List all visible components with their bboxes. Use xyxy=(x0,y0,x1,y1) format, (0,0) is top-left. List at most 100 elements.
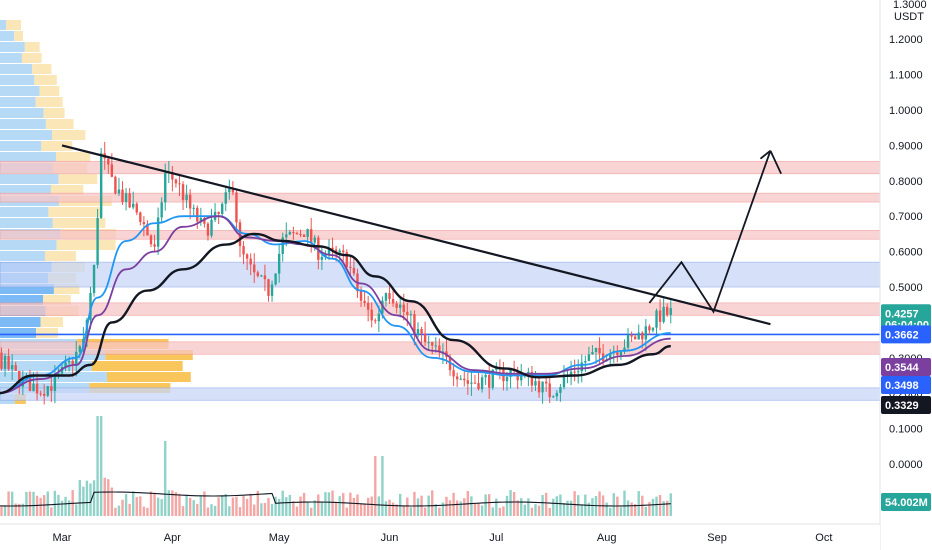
candle-body xyxy=(156,217,160,247)
volume-bar xyxy=(121,499,124,516)
volume-bar xyxy=(406,497,409,516)
volume-bar xyxy=(89,483,92,516)
volume-bar xyxy=(3,505,7,516)
candle-body xyxy=(399,304,402,308)
volume-bar xyxy=(455,500,459,516)
profile-bar-down xyxy=(24,42,40,52)
projection-path xyxy=(648,150,772,314)
profile-bar-up xyxy=(0,240,57,250)
candle-body xyxy=(18,370,21,387)
y-tick-label: 0.7000 xyxy=(889,211,923,223)
volume-bar xyxy=(14,503,17,516)
candle-body xyxy=(352,267,356,274)
volume-bar xyxy=(156,497,160,516)
volume-bar xyxy=(242,496,245,516)
candle-body xyxy=(349,266,352,268)
volume-bar xyxy=(431,490,434,516)
volume-bar xyxy=(633,504,637,516)
volume-bar xyxy=(374,456,377,516)
volume-bar xyxy=(288,494,292,516)
candle-body xyxy=(363,300,366,303)
candle-body xyxy=(306,229,309,237)
candle-body xyxy=(520,376,523,381)
candle-body xyxy=(228,188,231,193)
price-tags: 0.425706:04:000.36620.35440.34980.332954… xyxy=(881,304,931,511)
volume-bar xyxy=(299,496,302,516)
profile-bar-up xyxy=(0,218,53,228)
volume-bar xyxy=(395,504,398,516)
profile-bar-down xyxy=(14,31,23,41)
profile-bar-up xyxy=(0,31,15,41)
volume-bar xyxy=(57,494,60,516)
volume-bar xyxy=(523,504,526,516)
volume-bar xyxy=(203,491,206,516)
candle-body xyxy=(391,298,395,304)
profile-bar-up xyxy=(0,174,59,184)
profile-bar-up xyxy=(0,295,44,305)
projection-group xyxy=(648,150,782,314)
candle-body xyxy=(334,249,338,253)
volume-bar xyxy=(630,502,633,516)
volume-bar xyxy=(555,496,559,516)
candle-body xyxy=(666,306,669,315)
candle-body xyxy=(370,309,373,321)
volume-bar xyxy=(666,500,669,516)
price-tag-label: 0.3329 xyxy=(885,400,919,412)
candle-body xyxy=(310,229,313,243)
candle-body xyxy=(477,383,480,390)
profile-bar-up xyxy=(0,317,41,327)
candle-body xyxy=(438,345,441,352)
x-axis-panel[interactable] xyxy=(0,524,880,550)
volume-bar xyxy=(591,498,594,516)
moving-averages xyxy=(0,215,671,395)
profile-bar-down xyxy=(50,185,84,195)
volume-bar xyxy=(544,492,548,516)
volume-bar xyxy=(302,492,306,516)
candle-body xyxy=(455,376,459,380)
candle-body xyxy=(114,176,117,194)
profile-bar-up xyxy=(0,42,25,52)
candle-body xyxy=(655,310,658,328)
candle-body xyxy=(641,332,644,340)
candle-body xyxy=(245,254,249,259)
volume-bar xyxy=(619,507,623,516)
volume-bar xyxy=(110,487,114,516)
candle-body xyxy=(139,212,142,223)
volume-bar xyxy=(174,492,178,516)
candle-body xyxy=(46,386,49,396)
candle-body xyxy=(616,350,619,356)
candle-body xyxy=(196,207,199,222)
volume-bar xyxy=(488,494,491,516)
candle-body xyxy=(598,347,601,354)
profile-bar-down xyxy=(91,361,183,371)
volume-moving-average xyxy=(0,491,671,507)
price-tag-label: 0.3662 xyxy=(885,329,919,341)
y-tick-label-top: 1.3000 xyxy=(893,0,927,11)
candle-body xyxy=(277,253,281,274)
candle-body xyxy=(345,252,348,267)
candle-body xyxy=(224,192,227,204)
candle-body xyxy=(231,188,235,193)
volume-bar xyxy=(270,503,274,516)
volume-bar xyxy=(92,480,96,516)
candle-body xyxy=(420,329,423,334)
volume-bar xyxy=(605,502,608,516)
y-tick-label: 0.8000 xyxy=(889,176,923,188)
candle-body xyxy=(381,300,384,314)
candle-body xyxy=(580,362,583,372)
y-axis-panel[interactable] xyxy=(880,0,932,550)
volume-bar xyxy=(559,494,562,516)
volume-bar xyxy=(295,506,299,516)
candle-body xyxy=(249,258,252,265)
volume-bar xyxy=(142,506,146,516)
candle-body xyxy=(96,217,99,265)
volume-bar xyxy=(409,507,413,516)
volume-bar xyxy=(217,497,220,516)
candle-body xyxy=(552,396,555,398)
profile-bar-up xyxy=(0,86,40,96)
volume-bar xyxy=(381,456,384,516)
y-tick-label: 1.2000 xyxy=(889,34,923,46)
price-tag-box xyxy=(881,325,931,344)
volume-bar xyxy=(623,490,626,516)
